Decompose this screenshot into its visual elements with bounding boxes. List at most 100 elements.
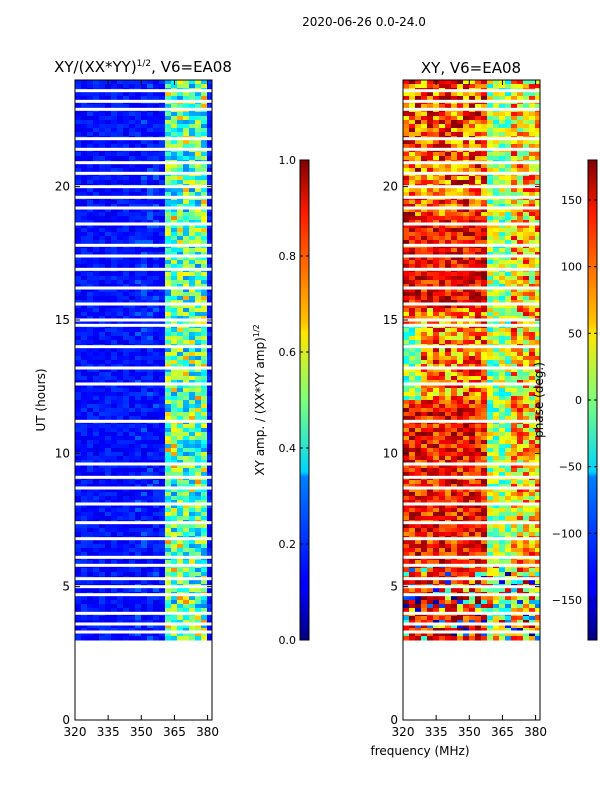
flagged-row: [75, 100, 212, 103]
flagged-row: [75, 564, 212, 567]
suptitle: 2020-06-26 0.0-24.0: [302, 15, 426, 29]
amplitude-colorbar-bar: [300, 160, 309, 640]
colorbar-tick-label: 0: [575, 394, 582, 407]
flagged-row: [403, 631, 540, 634]
flagged-row: [403, 577, 540, 580]
y-tick-label: 10: [55, 446, 70, 460]
colorbar-tick-label: −100: [552, 527, 582, 540]
flagged-row: [75, 585, 212, 588]
flagged-row: [403, 521, 540, 524]
flagged-row: [403, 148, 540, 151]
flagged-row: [403, 185, 540, 188]
flagged-row: [75, 161, 212, 164]
flagged-row: [75, 244, 212, 247]
flagged-row: [75, 196, 212, 199]
ut-axis-label: UT (hours): [34, 368, 48, 431]
phase-heatmap: [403, 80, 542, 641]
y-tick-label: 5: [62, 580, 70, 594]
flagged-row: [75, 108, 212, 111]
amplitude-panel-title: XY/(XX*YY)1/2, V6=EA08: [54, 58, 232, 76]
flagged-row: [75, 89, 212, 92]
flagged-row: [75, 207, 212, 210]
x-tick-label: 320: [64, 725, 87, 739]
flagged-row: [403, 383, 540, 386]
flagged-row: [75, 487, 212, 490]
flagged-row: [75, 303, 212, 306]
x-tick-label: 350: [130, 725, 153, 739]
amplitude-heatmap: [75, 80, 214, 641]
flagged-row: [403, 585, 540, 588]
colorbar-tick-label: 0.0: [279, 634, 297, 647]
flagged-row: [75, 521, 212, 524]
flagged-row: [403, 367, 540, 370]
flagged-row: [403, 593, 540, 596]
flagged-row: [403, 108, 540, 111]
flagged-row: [75, 623, 212, 626]
x-tick-label: 320: [392, 725, 415, 739]
flagged-row: [75, 319, 212, 322]
y-tick-label: 10: [383, 446, 398, 460]
flagged-row: [75, 537, 212, 540]
x-tick-label: 335: [425, 725, 448, 739]
phase-colorbar-label: phase (deg.): [532, 362, 546, 438]
flagged-row: [75, 383, 212, 386]
flagged-row: [75, 185, 212, 188]
x-tick-label: 365: [491, 725, 514, 739]
flagged-row: [75, 593, 212, 596]
flagged-row: [75, 148, 212, 151]
flagged-row: [75, 476, 212, 479]
flagged-row: [403, 420, 540, 423]
flagged-row: [403, 223, 540, 226]
phase-panel-title: XY, V6=EA08: [421, 59, 521, 77]
x-tick-label: 380: [524, 725, 547, 739]
flagged-row: [403, 612, 540, 615]
flagged-row: [75, 503, 212, 506]
flagged-row: [403, 100, 540, 103]
frequency-axis-label: frequency (MHz): [370, 744, 469, 758]
colorbar-tick-label: 0.2: [279, 538, 297, 551]
flagged-row: [75, 268, 212, 271]
colorbar-tick-label: 0.6: [279, 346, 297, 359]
x-tick-label: 380: [196, 725, 219, 739]
flagged-row: [403, 172, 540, 175]
flagged-row: [403, 268, 540, 271]
flagged-row: [403, 503, 540, 506]
flagged-row: [75, 556, 212, 559]
y-tick-label: 15: [55, 313, 70, 327]
flagged-row: [403, 255, 540, 258]
flagged-row: [403, 487, 540, 490]
colorbar-tick-label: −150: [552, 594, 582, 607]
flagged-row: [403, 319, 540, 322]
flagged-row: [403, 244, 540, 247]
flagged-row: [75, 577, 212, 580]
amplitude-colorbar: 0.00.20.40.60.81.0 XY amp. / (XX*YY amp)…: [252, 154, 309, 647]
flagged-row: [403, 476, 540, 479]
flagged-row: [403, 207, 540, 210]
colorbar-tick-label: 0.8: [279, 250, 297, 263]
y-tick-label: 5: [390, 580, 398, 594]
flagged-row: [403, 89, 540, 92]
flagged-row: [75, 137, 212, 140]
colorbar-tick-label: 100: [561, 261, 582, 274]
colorbar-tick-label: −50: [559, 461, 582, 474]
flagged-row: [403, 137, 540, 140]
flagged-row: [403, 623, 540, 626]
flagged-row: [403, 564, 540, 567]
flagged-row: [403, 463, 540, 466]
amplitude-colorbar-label: XY amp. / (XX*YY amp)1/2: [252, 324, 267, 475]
flagged-row: [75, 631, 212, 634]
flagged-row: [75, 172, 212, 175]
flagged-row: [75, 287, 212, 290]
colorbar-tick-label: 150: [561, 194, 582, 207]
flagged-row: [403, 287, 540, 290]
flagged-row: [403, 556, 540, 559]
flagged-row: [403, 161, 540, 164]
flagged-row: [403, 345, 540, 348]
y-tick-label: 20: [55, 180, 70, 194]
flagged-row: [75, 223, 212, 226]
flagged-row: [75, 463, 212, 466]
